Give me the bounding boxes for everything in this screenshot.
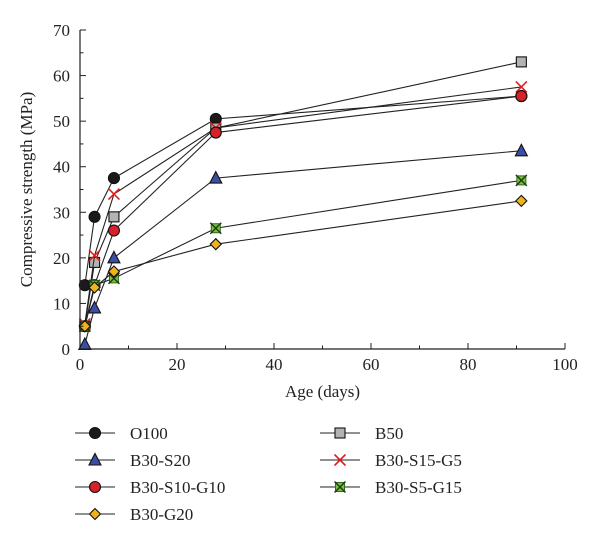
data-point	[209, 237, 223, 251]
legend-entry: B30-S10-G10	[75, 478, 225, 497]
series-b30-s10-g10	[78, 90, 528, 333]
series-b30-s20	[77, 143, 529, 350]
legend-label: B30-S10-G10	[130, 478, 225, 497]
legend-entry: B30-G20	[75, 505, 193, 524]
y-tick-label: 10	[53, 294, 70, 313]
data-point	[107, 265, 121, 278]
legend-marker	[333, 453, 347, 467]
data-point	[108, 211, 120, 223]
marker-stroke	[107, 272, 120, 285]
data-point	[107, 172, 120, 185]
legend-marker	[334, 427, 346, 439]
y-tick-label: 60	[53, 67, 70, 86]
data-point	[209, 222, 222, 235]
series-line	[84, 179, 522, 327]
legend-entry: B30-S15-G5	[320, 451, 462, 470]
data-point	[107, 224, 120, 237]
legend-marker	[334, 481, 346, 493]
legend-marker	[88, 480, 102, 494]
x-tick-label: 100	[552, 355, 578, 374]
legend-entry: B30-S5-G15	[320, 478, 462, 497]
data-point	[88, 249, 101, 262]
legend-label: B50	[375, 424, 403, 443]
data-point	[87, 300, 102, 314]
legend-marker	[88, 426, 102, 440]
data-point	[514, 143, 529, 157]
legend-marker	[88, 507, 102, 521]
y-tick-label: 40	[53, 158, 70, 177]
x-axis-label: Age (days)	[285, 382, 360, 401]
y-tick-label: 0	[62, 340, 71, 359]
series-line	[84, 61, 522, 327]
data-point	[77, 336, 92, 350]
marker-stroke	[209, 222, 222, 235]
y-tick-label: 70	[53, 21, 70, 40]
legend-entry: O100	[75, 424, 168, 443]
legend-label: B30-G20	[130, 505, 193, 524]
series-b30-s5-g15	[78, 174, 528, 333]
data-point	[88, 210, 101, 223]
marker-stroke	[334, 481, 346, 493]
marker-stroke	[333, 453, 347, 467]
series-b30-g20	[78, 194, 528, 333]
y-tick-label: 50	[53, 112, 70, 131]
plot-area	[77, 56, 529, 350]
series-o100	[78, 90, 528, 292]
y-axis: 0 10 20 30 40 50 60 70	[53, 21, 86, 359]
marker-stroke	[107, 187, 121, 201]
marker-stroke	[515, 80, 528, 94]
series-line	[84, 150, 522, 345]
y-tick-label: 30	[53, 203, 70, 222]
legend-marker	[88, 452, 102, 466]
y-tick-label: 20	[53, 249, 70, 268]
marker-stroke	[515, 174, 528, 187]
data-point	[107, 250, 121, 264]
x-tick-label: 20	[169, 355, 186, 374]
data-point	[209, 126, 222, 139]
legend-label: B30-S15-G5	[375, 451, 462, 470]
series-line	[84, 200, 522, 327]
x-tick-label: 0	[76, 355, 85, 374]
x-tick-label: 60	[363, 355, 380, 374]
data-point	[515, 80, 528, 94]
data-point	[78, 319, 92, 333]
x-tick-label: 80	[460, 355, 477, 374]
series-b30-s15-g5	[78, 80, 528, 331]
series-line	[84, 95, 522, 327]
data-point	[515, 90, 528, 103]
data-point	[208, 170, 223, 184]
marker-stroke	[88, 249, 101, 262]
x-axis: 0 20 40 60 80 100	[76, 343, 578, 374]
y-axis-label: Compressive strength (MPa)	[17, 92, 36, 287]
legend-label: B30-S5-G15	[375, 478, 462, 497]
data-point	[515, 56, 527, 68]
legend-entry: B50	[320, 424, 403, 443]
legend-entry: B30-S20	[75, 451, 190, 470]
data-point	[515, 174, 528, 187]
series-b50	[79, 56, 527, 332]
data-point	[515, 194, 528, 208]
data-point	[88, 281, 101, 294]
legend-label: B30-S20	[130, 451, 190, 470]
x-tick-label: 40	[266, 355, 283, 374]
legend: O100 B30-S20 B30-S10-G10 B30-G20 B50 B30-S15-…	[75, 424, 462, 524]
legend-label: O100	[130, 424, 168, 443]
data-point	[107, 187, 121, 201]
